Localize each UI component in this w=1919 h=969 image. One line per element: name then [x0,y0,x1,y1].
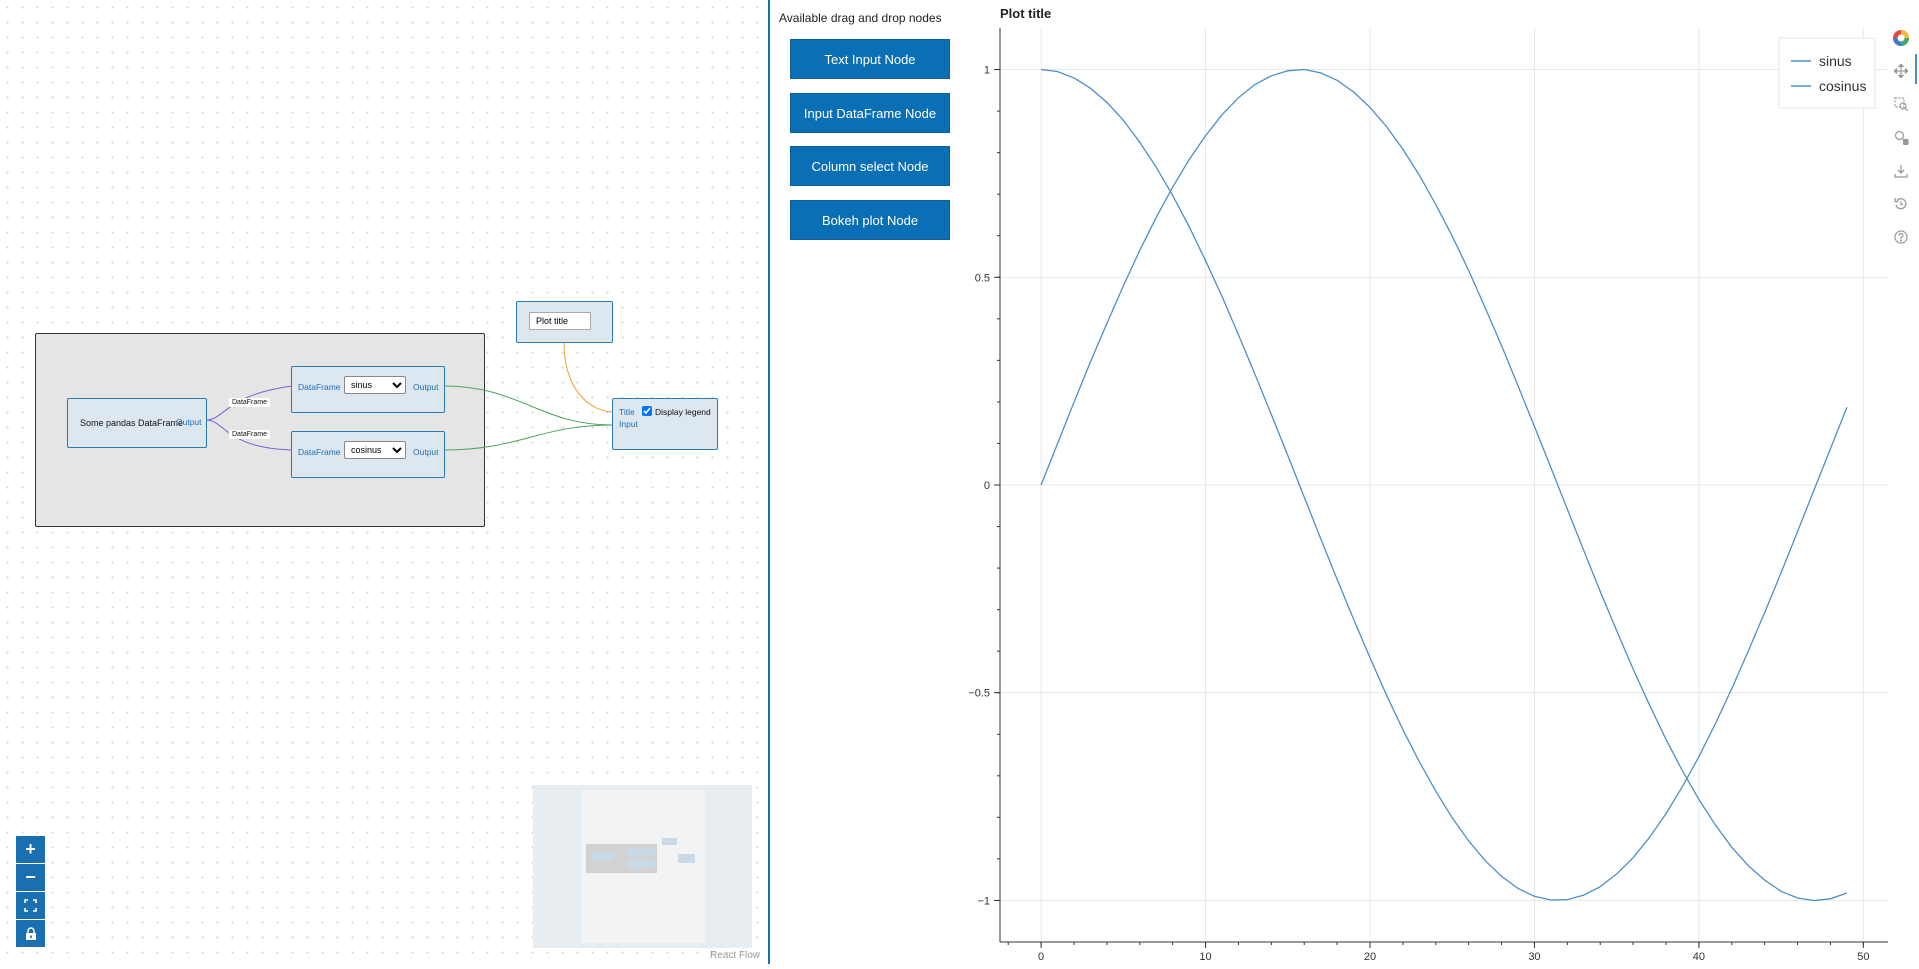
bokeh-plot-node-button[interactable]: Bokeh plot Node [790,200,950,240]
column-select-node-2[interactable]: DataFrame cosinus Output [291,431,445,478]
line-chart[interactable]: Plot title 1 0.5 0 −0.5 −1 0 10 20 30 40 50 sinus c… [963,0,1919,964]
minimap-node [662,838,677,845]
minus-icon: − [25,867,36,887]
minimap-node [592,853,614,861]
y-tick-label: 0 [984,480,990,492]
minimap-node [678,854,695,863]
fit-view-button[interactable] [16,892,45,919]
legend-item-sinus[interactable]: sinus [1819,53,1852,69]
select-node-1-input-port[interactable]: DataFrame [298,382,341,392]
minimap-node [627,860,655,868]
legend[interactable]: sinus cosinus [1778,37,1876,109]
edge-label-dataframe-1: DataFrame [229,398,271,407]
react-flow-attribution[interactable]: React Flow [710,950,761,961]
chart-title: Plot title [1000,6,1051,21]
y-tick-label: −1 [977,895,990,907]
lock-button[interactable] [16,920,45,947]
column-select-1[interactable]: sinus [344,376,406,394]
input-dataframe-node-button[interactable]: Input DataFrame Node [790,93,950,133]
legend-item-cosinus[interactable]: cosinus [1819,78,1866,94]
edge-title-to-plot [563,341,615,413]
bokeh-logo-icon[interactable] [1890,27,1912,49]
plot-title-port[interactable]: Title [619,407,635,417]
plot-title-input[interactable] [529,312,591,330]
pan-icon[interactable] [1890,60,1912,82]
y-tick-label: 1 [984,65,990,77]
bokeh-plot[interactable]: Plot title 1 0.5 0 −0.5 −1 0 10 20 30 40 50 sinus c… [963,0,1919,964]
text-input-node[interactable] [516,301,613,343]
select-node-2-output-port[interactable]: Output [413,447,439,457]
series-line-cosinus [1041,68,1848,901]
edge-label-dataframe-2: DataFrame [229,430,271,439]
axes: 1 0.5 0 −0.5 −1 0 10 20 30 40 50 [968,28,1888,963]
display-legend-checkbox[interactable] [642,406,652,416]
active-tool-indicator [1915,54,1917,84]
source-node-label: Some pandas DataFrame [80,418,184,428]
x-tick-label: 20 [1364,951,1376,963]
select-node-2-input-port[interactable]: DataFrame [298,447,341,457]
wheel-zoom-icon[interactable] [1890,126,1912,148]
plus-icon: + [25,839,36,859]
y-tick-label: 0.5 [975,272,990,284]
y-tick-label: −0.5 [968,688,990,700]
column-select-node-1[interactable]: DataFrame sinus Output [291,366,445,413]
display-legend-label: Display legend [655,407,711,417]
x-tick-label: 40 [1693,951,1705,963]
source-output-port[interactable]: Output [176,417,202,427]
fit-view-icon [24,899,37,912]
column-select-node-button[interactable]: Column select Node [790,146,950,186]
panel-divider [768,0,770,964]
palette-heading: Available drag and drop nodes [779,11,942,25]
zoom-out-button[interactable]: − [16,864,45,891]
select-node-1-output-port[interactable]: Output [413,382,439,392]
dataframe-source-node[interactable]: Some pandas DataFrame Output [67,398,207,448]
lock-icon [25,927,36,940]
grid [1000,28,1888,942]
x-tick-label: 0 [1038,951,1044,963]
bokeh-plot-node[interactable]: Title Input Display legend [612,398,718,450]
minimap[interactable] [533,785,752,948]
save-icon[interactable] [1890,160,1912,182]
minimap-node [627,848,655,856]
box-zoom-icon[interactable] [1890,93,1912,115]
series-group [1040,68,1848,902]
column-select-2[interactable]: cosinus [344,441,406,459]
reset-icon[interactable] [1890,193,1912,215]
text-input-node-button[interactable]: Text Input Node [790,39,950,79]
x-tick-label: 10 [1199,951,1211,963]
legend-box [1778,37,1876,109]
node-palette: Available drag and drop nodes Text Input… [771,0,963,964]
series-line-sinus [1040,68,1848,902]
flow-canvas[interactable]: Some pandas DataFrame Output DataFrame D… [0,0,768,964]
help-icon[interactable] [1890,226,1912,248]
x-tick-label: 50 [1857,951,1869,963]
zoom-in-button[interactable]: + [16,836,45,863]
x-tick-label: 30 [1528,951,1540,963]
plot-input-port[interactable]: Input [619,419,638,429]
